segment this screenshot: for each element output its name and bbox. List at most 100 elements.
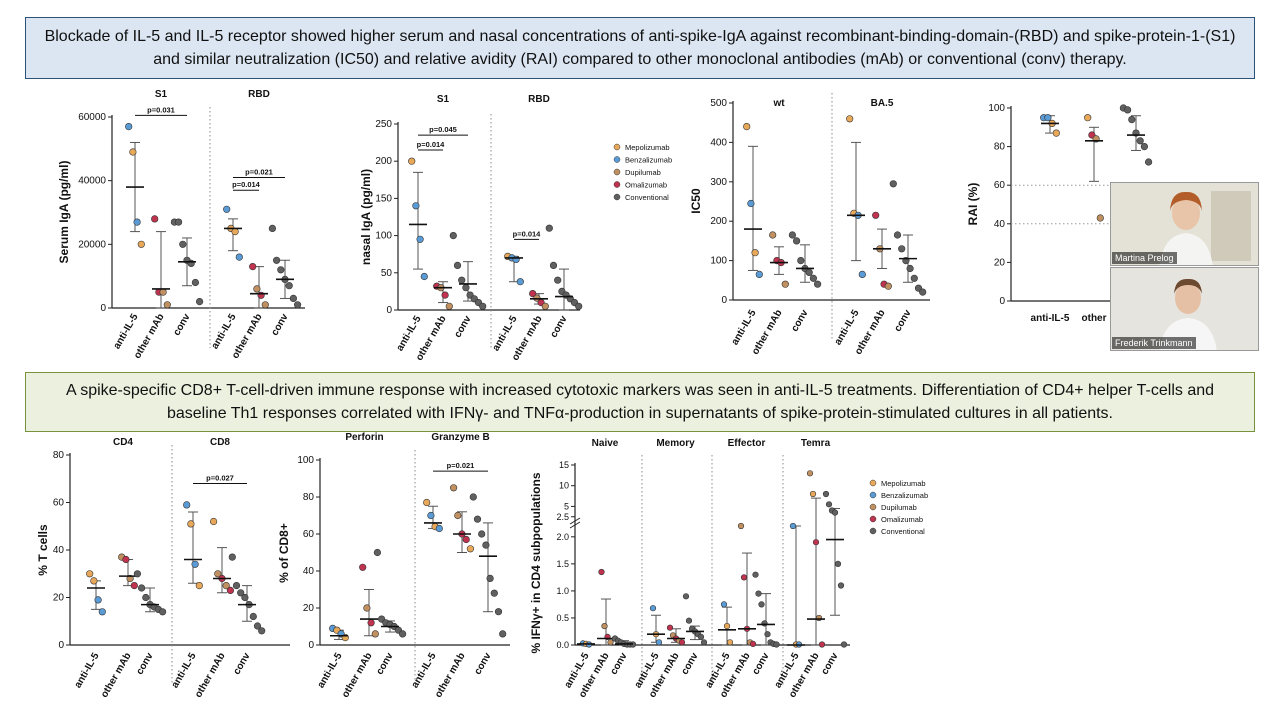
t_cells-data-point [214,570,222,578]
video-tile-participant-2[interactable]: Frederik Trinkmann [1110,267,1259,351]
nasal_iga-data-point [416,235,424,243]
cytotoxic-data-point [363,604,371,612]
top-legend-marker [613,168,621,176]
ifng-data-point [678,639,686,646]
rai-ytick-label: 60 [994,180,1006,191]
t_cells-data-point [241,593,249,602]
serum_iga-data-point [289,294,298,303]
rai-ytick-label: 0 [999,296,1005,307]
summary-banner-middle: A spike-specific CD8+ T-cell-driven immu… [25,372,1255,432]
serum_iga-y-label: Serum IgA (pg/ml) [57,161,71,264]
t_cells-data-point [133,570,141,578]
t_cells-data-point [183,501,191,509]
participant-2-video-icon [1111,268,1258,350]
ifng-ytick-label: 2.5 [556,512,569,522]
serum_iga-data-point [159,288,167,296]
cytotoxic-category-label: other mAb [433,651,468,700]
nasal_iga-data-point [575,302,583,310]
rai-ytick-label: 20 [994,257,1006,268]
t_cells-data-point [258,627,266,635]
ifng-data-point [685,617,693,624]
ifng-facet-title: Naive [592,438,619,449]
ifng-data-point [818,641,826,648]
t_cells-data-point [94,596,102,604]
rai-data-point [1136,137,1144,145]
ic50-data-point [906,264,914,273]
ic50-ytick-label: 500 [710,98,727,109]
t_cells-ytick-label: 40 [53,545,65,556]
ic50-data-point [872,211,880,219]
serum_iga-data-point [261,301,269,309]
serum_iga-data-point [125,122,133,131]
serum_iga-data-point [223,205,231,213]
bottom-legend-label: Mepolizumab [881,479,926,488]
ic50-data-point [755,270,763,279]
ifng-data-point [726,639,734,646]
rai-data-point [1144,158,1153,166]
bottom-legend-marker [869,479,877,487]
ifng-data-point [749,640,757,648]
t_cells-data-point [138,584,146,592]
serum_iga-data-point [268,224,277,232]
rai-data-point [1052,129,1060,137]
rai-y-label: RAI (%) [966,183,980,226]
top-legend-label: Benzalizumab [625,156,672,165]
serum_iga-p-value-label: p=0.014 [232,180,261,189]
rai-data-point [1044,114,1052,122]
summary-banner-top: Blockade of IL-5 and IL-5 receptor showe… [25,17,1255,79]
serum_iga-data-point [137,240,145,248]
participant-2-name: Frederik Trinkmann [1112,337,1196,349]
nasal_iga-p-value-label: p=0.014 [417,140,446,149]
nasal_iga-data-point [449,232,457,240]
ic50-data-point [747,199,755,208]
t_cells-category-label: other mAb [99,651,134,700]
cytotoxic-data-point [423,498,431,507]
ifng-axis-break [569,517,581,525]
ifng-data-point [682,593,690,600]
cytotoxic-data-point [478,530,486,538]
ic50-ytick-label: 200 [710,216,727,227]
ic50-data-point [751,249,759,257]
video-tile-participant-1[interactable]: Martina Prelog [1110,182,1259,266]
rai-data-point [1096,214,1104,222]
cytotoxic-data-point [399,630,407,638]
ic50-data-point [919,288,927,296]
cytotoxic-category-label: other mAb [340,651,375,700]
t_cells-data-point [90,577,98,585]
cytotoxic-facet-title: Granzyme B [431,432,489,443]
bottom-legend-label: Benzalizumab [881,491,928,500]
cytotoxic-category-label: conv [374,651,395,677]
ifng-data-point [837,582,845,589]
nasal_iga-data-point [441,291,449,299]
serum_iga-data-point [151,215,159,223]
ifng-data-point [840,641,848,648]
ifng-data-point [723,622,731,630]
t_cells-facet-title: CD8 [210,437,230,448]
serum_iga-category-label: conv [269,312,290,338]
top-legend-label: Dupilumab [625,168,661,177]
top-legend-label: Conventional [625,193,669,202]
ifng-data-point [598,568,605,576]
cytotoxic-data-point [367,619,375,627]
serum_iga-data-point [285,282,293,290]
nasal_iga-data-point [549,261,558,270]
serum_iga-category-label: anti-IL-5 [112,312,141,352]
t_cells-p-value-label: p=0.027 [206,474,234,483]
t_cells-facet-title: CD4 [113,437,133,448]
cytotoxic-ytick-label: 80 [303,492,315,503]
nasal_iga-ytick-label: 200 [375,156,392,167]
ifng-data-point [655,639,663,646]
t_cells-data-point [226,586,234,595]
cytotoxic-data-point [486,574,494,583]
cytotoxic-p-value-label: p=0.021 [447,461,475,470]
serum_iga-category-label: conv [171,312,192,338]
cytotoxic-data-point [494,608,503,616]
ic50-data-point [910,274,918,282]
ic50-facet-title: BA.5 [871,98,894,109]
serum_iga-data-point [235,253,243,261]
ifng-data-point [806,470,814,477]
ifng-data-point [815,614,823,622]
ifng-data-point [666,624,674,631]
nasal_iga-ytick-label: 150 [375,193,392,204]
ifng-ytick-label: 1.0 [556,586,569,596]
